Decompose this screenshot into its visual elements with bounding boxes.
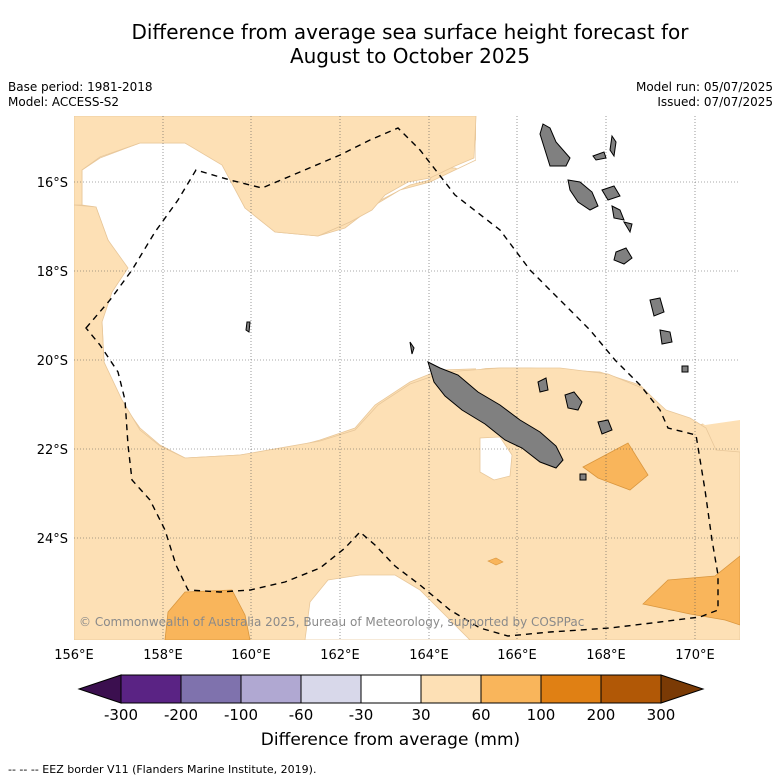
colorbar-tick-label: 100 [527, 706, 556, 724]
meta-left: Base period: 1981-2018 Model: ACCESS-S2 [8, 80, 153, 110]
base-period-text: Base period: 1981-2018 [8, 80, 153, 94]
colorbar-tick-label: -200 [164, 706, 198, 724]
colorbar-segment [360, 674, 422, 704]
page-title: Difference from average sea surface heig… [0, 20, 781, 68]
lat-tick-label: 16°S [37, 176, 68, 191]
lon-tick-label: 166°E [497, 648, 537, 663]
colorbar-segment [600, 674, 662, 704]
title-line-1: Difference from average sea surface heig… [131, 20, 689, 44]
colorbar-tick-label: -30 [349, 706, 374, 724]
model-text: Model: ACCESS-S2 [8, 95, 120, 109]
lon-tick-label: 170°E [675, 648, 715, 663]
lat-ticks: 16°S 18°S 20°S 22°S 24°S [37, 176, 68, 547]
title-line-2: August to October 2025 [289, 44, 531, 68]
anomaly-60-100-patch-southeast [642, 555, 740, 626]
colorbar-tick-label: 200 [587, 706, 616, 724]
meta-right: Model run: 05/07/2025 Issued: 07/07/2025 [636, 80, 773, 110]
lat-tick-label: 20°S [37, 354, 68, 369]
map-panel [74, 116, 740, 640]
colorbar-segment [120, 674, 182, 704]
lon-tick-label: 156°E [54, 648, 94, 663]
colorbar-tick-label: 30 [411, 706, 430, 724]
lon-ticks: 156°E 158°E 160°E 162°E 164°E 166°E 168°… [54, 648, 715, 663]
model-run-text: Model run: 05/07/2025 [635, 80, 773, 94]
anomaly-30-60-north [74, 116, 477, 237]
copyright-text: © Commonwealth of Australia 2025, Bureau… [79, 615, 584, 629]
eez-footnote: -- -- -- EEZ border V11 (Flanders Marine… [8, 763, 317, 776]
colorbar-extend-low [77, 674, 122, 704]
issued-text: Issued: 07/07/2025 [657, 95, 773, 109]
lon-tick-label: 168°E [586, 648, 626, 663]
colorbar-labels: -300 -200 -100 -60 -30 30 60 100 200 300 [104, 706, 675, 724]
colorbar-segment [540, 674, 602, 704]
colorbar-segment [480, 674, 542, 704]
lon-tick-label: 162°E [320, 648, 360, 663]
lat-tick-label: 22°S [37, 443, 68, 458]
colorbar-tick-label: -300 [104, 706, 138, 724]
lat-tick-label: 24°S [37, 532, 68, 547]
colorbar-segment [300, 674, 362, 704]
colorbar-tick-label: -60 [289, 706, 314, 724]
colorbar-extend-high [660, 674, 705, 704]
lon-tick-label: 164°E [409, 648, 449, 663]
colorbar-tick-label: 60 [471, 706, 490, 724]
anomaly-60-100-patch-east [582, 442, 649, 491]
anomaly-near-normal-patch-south [479, 436, 513, 481]
colorbar-tick-label: -100 [224, 706, 258, 724]
colorbar-segment [240, 674, 302, 704]
land-vanuatu [245, 123, 689, 373]
lon-tick-label: 160°E [231, 648, 271, 663]
colorbar-title: Difference from average (mm) [260, 730, 521, 750]
anomaly-near-normal-top-right [476, 116, 740, 425]
anomaly-60-100-patch-southwest [164, 589, 251, 640]
gridlines [74, 116, 740, 640]
colorbar-tick-label: 300 [647, 706, 676, 724]
anomaly-30-60-east [74, 204, 740, 640]
lon-tick-label: 158°E [143, 648, 183, 663]
eez-border [85, 127, 719, 637]
anomaly-60-100-speck [487, 557, 504, 566]
colorbar [77, 674, 705, 704]
colorbar-segment [420, 674, 482, 704]
colorbar-segment [180, 674, 242, 704]
lat-tick-label: 18°S [37, 265, 68, 280]
land-new-caledonia [409, 341, 613, 481]
